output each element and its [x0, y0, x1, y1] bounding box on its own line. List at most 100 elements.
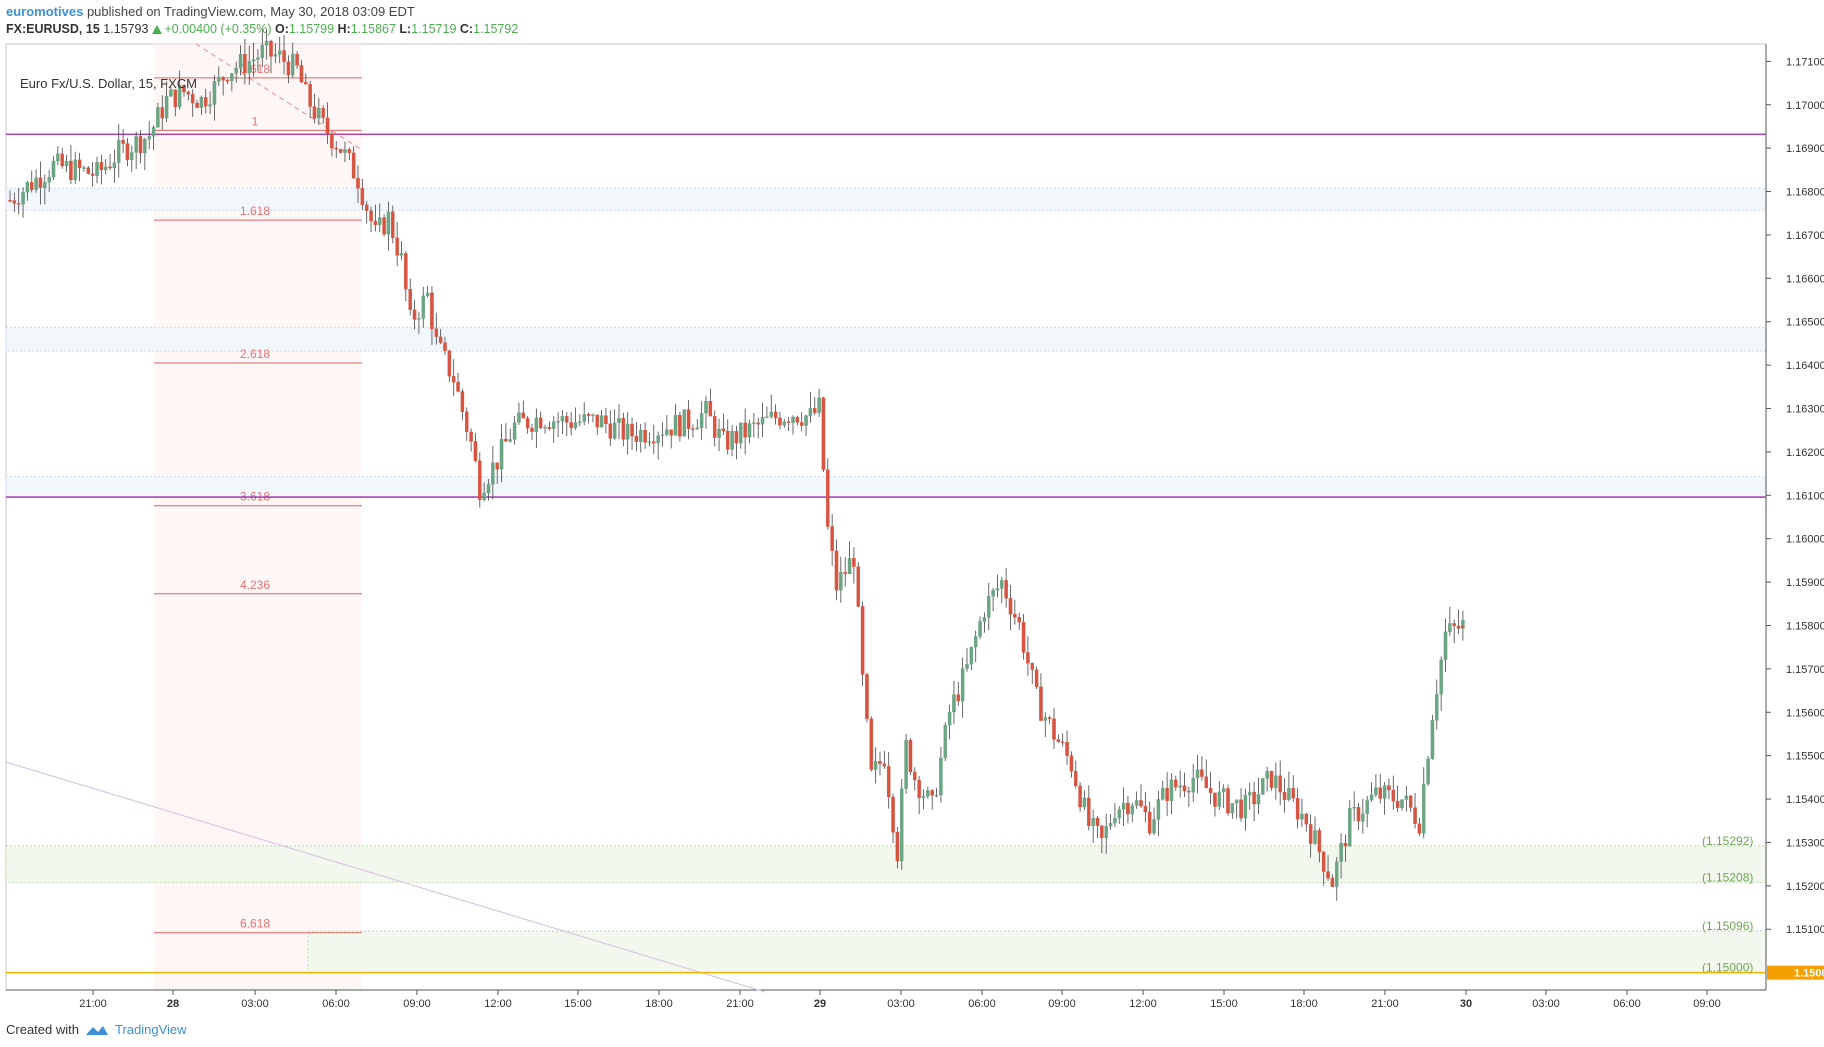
- y-tick-label: 1.15800: [1786, 620, 1824, 632]
- x-tick-label: 09:00: [1048, 998, 1076, 1010]
- candle-body: [130, 152, 134, 161]
- candle-body: [556, 420, 560, 423]
- candle-body: [391, 211, 395, 239]
- candle-body: [947, 711, 952, 726]
- candle-body: [1265, 770, 1269, 779]
- x-tick-label: 15:00: [564, 998, 592, 1010]
- candle-body: [169, 89, 173, 97]
- price-zone: [5, 845, 1767, 883]
- y-tick-label: 1.15500: [1786, 751, 1824, 763]
- candle-body: [99, 162, 104, 171]
- candle-body: [108, 166, 112, 169]
- candle-body: [608, 423, 613, 439]
- candle-body: [595, 414, 600, 428]
- candle-body: [1326, 871, 1330, 879]
- candle-body: [1448, 623, 1452, 632]
- candle-body: [673, 415, 678, 436]
- candle-body: [308, 83, 312, 107]
- candle-body: [769, 411, 774, 417]
- candle-body: [317, 108, 321, 119]
- candle-body: [621, 417, 626, 440]
- candle-body: [434, 328, 439, 337]
- candle-body: [582, 414, 586, 422]
- candle-body: [1060, 741, 1065, 744]
- candle-body: [438, 336, 443, 343]
- y-tick-label: 1.15100: [1786, 924, 1824, 936]
- candle-body: [612, 422, 617, 439]
- x-tick-label: 21:00: [1371, 998, 1399, 1010]
- candle-body: [190, 94, 195, 104]
- candle-body: [730, 431, 734, 450]
- candle-body: [660, 434, 665, 436]
- open-value: 1.15799: [288, 22, 335, 36]
- candle-body: [538, 417, 543, 429]
- candle-body: [1321, 851, 1326, 872]
- y-tick-label: 1.16300: [1786, 404, 1824, 416]
- candle-body: [1348, 808, 1352, 847]
- candle-body: [795, 416, 800, 423]
- candle-body: [360, 188, 365, 206]
- candle-body: [1226, 788, 1230, 814]
- candle-body: [1217, 791, 1222, 807]
- candle-body: [717, 428, 721, 438]
- candle-body: [1313, 830, 1317, 844]
- candle-body: [678, 415, 682, 437]
- candle-body: [408, 288, 412, 310]
- candle-body: [817, 397, 821, 413]
- candle-body: [382, 217, 386, 235]
- candle-body: [404, 253, 408, 290]
- candle-body: [1052, 718, 1056, 740]
- candle-body: [1439, 659, 1443, 695]
- candle-body: [969, 646, 974, 665]
- x-tick-label: 18:00: [645, 998, 673, 1010]
- tradingview-link[interactable]: TradingView: [114, 1022, 187, 1037]
- y-tick-label: 1.16200: [1786, 447, 1824, 459]
- candle-body: [425, 292, 430, 297]
- y-tick-label: 1.16800: [1786, 187, 1824, 199]
- candle-body: [8, 200, 12, 202]
- candle-body: [530, 428, 534, 432]
- candle-body: [377, 217, 382, 226]
- candle-body: [913, 771, 917, 781]
- candle-body: [1208, 787, 1213, 794]
- candle-body: [782, 421, 787, 426]
- candle-body: [1182, 785, 1187, 792]
- candle-body: [486, 484, 491, 494]
- last-candle: [1461, 625, 1465, 628]
- candle-body: [1161, 787, 1165, 800]
- candle-body: [1308, 824, 1313, 844]
- candle-body: [399, 253, 404, 256]
- candle-body: [447, 350, 452, 377]
- candle-body: [386, 211, 391, 235]
- candle-body: [47, 176, 51, 183]
- candle-body: [286, 61, 291, 76]
- candle-body: [351, 152, 356, 179]
- candle-body: [373, 220, 378, 226]
- candle-body: [1187, 790, 1191, 793]
- candle-body: [1130, 805, 1135, 815]
- candle-body: [1147, 811, 1152, 834]
- candle-body: [1278, 775, 1282, 793]
- candle-body: [312, 106, 317, 119]
- candle-body: [1065, 742, 1069, 756]
- candle-body: [712, 415, 717, 438]
- candle-body: [1213, 792, 1217, 807]
- candle-body: [199, 97, 204, 108]
- candle-body: [1091, 818, 1095, 826]
- candle-body: [891, 796, 895, 833]
- candle-body: [960, 668, 965, 702]
- candle-body: [147, 136, 151, 140]
- candle-body: [1043, 717, 1048, 721]
- candle-body: [586, 414, 591, 416]
- candle-body: [443, 342, 447, 351]
- candle-body: [525, 418, 530, 429]
- candle-body: [1152, 819, 1156, 834]
- candle-body: [656, 435, 660, 444]
- tradingview-logo-icon: [85, 1025, 108, 1035]
- candle-body: [1117, 809, 1122, 819]
- candle-body: [521, 412, 526, 419]
- author-link[interactable]: euromotives: [6, 4, 84, 19]
- candle-body: [1274, 775, 1278, 788]
- candle-body: [1282, 791, 1287, 801]
